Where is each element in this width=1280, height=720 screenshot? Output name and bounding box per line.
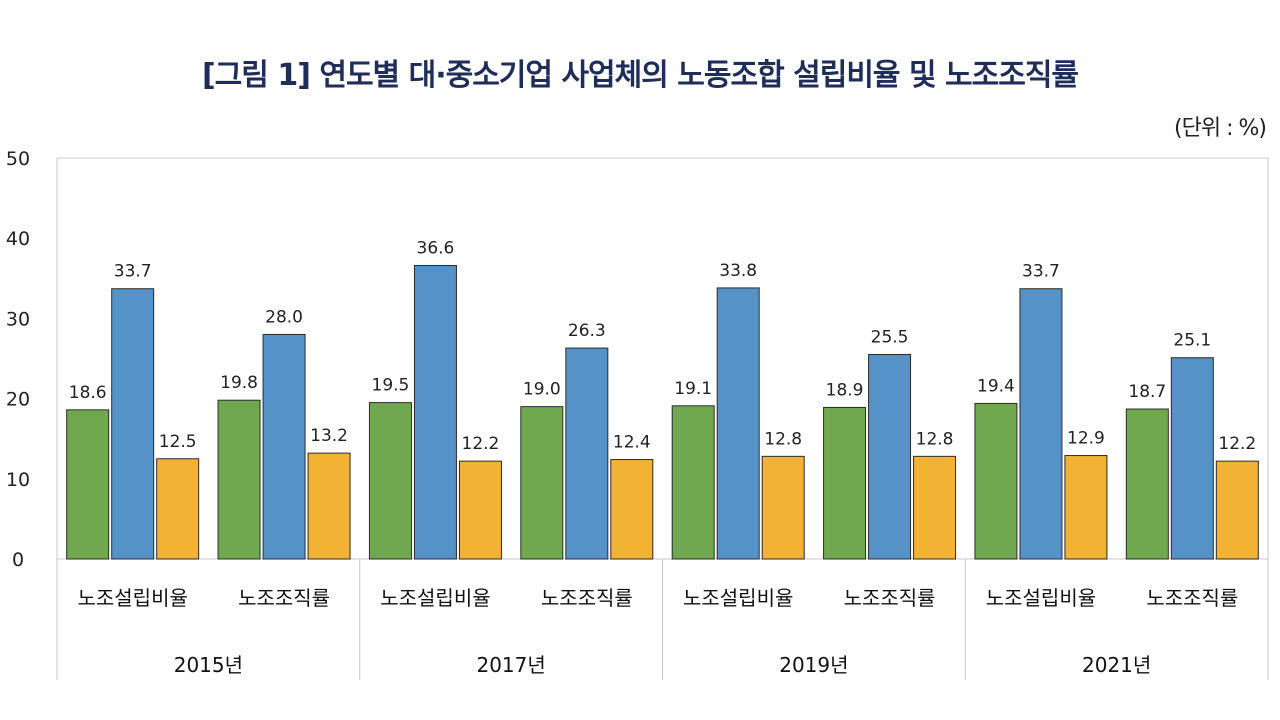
category-label: 노조조직률 bbox=[238, 586, 330, 610]
data-label: 12.9 bbox=[1067, 429, 1105, 449]
bar bbox=[1064, 455, 1108, 560]
data-label: 25.5 bbox=[871, 327, 909, 347]
bar bbox=[716, 287, 760, 560]
y-tick-label: 50 bbox=[6, 148, 30, 170]
category-label: 노조설립비율 bbox=[380, 586, 490, 610]
data-label: 36.6 bbox=[417, 238, 455, 258]
category-label: 노조조직률 bbox=[541, 586, 633, 610]
category-label: 노조설립비율 bbox=[77, 586, 187, 610]
data-label: 12.2 bbox=[1218, 434, 1256, 454]
bar bbox=[671, 405, 715, 560]
bar bbox=[1125, 408, 1169, 560]
data-label: 19.0 bbox=[523, 380, 561, 400]
data-label: 19.1 bbox=[674, 379, 712, 399]
y-tick-label: 10 bbox=[6, 469, 30, 491]
year-label: 2017년 bbox=[476, 653, 545, 677]
data-label: 12.4 bbox=[613, 433, 651, 453]
data-label: 12.8 bbox=[764, 429, 802, 449]
bar bbox=[368, 402, 412, 560]
bar bbox=[761, 455, 805, 560]
bar bbox=[217, 399, 261, 560]
data-label: 19.5 bbox=[372, 376, 410, 396]
y-tick-label: 30 bbox=[6, 308, 30, 330]
y-tick-label: 20 bbox=[6, 389, 30, 411]
bar bbox=[913, 455, 957, 560]
category-label: 노조설립비율 bbox=[986, 586, 1096, 610]
data-label: 28.0 bbox=[265, 307, 303, 327]
y-tick-label: 40 bbox=[6, 228, 30, 250]
year-label: 2021년 bbox=[1082, 653, 1151, 677]
category-label: 노조조직률 bbox=[844, 586, 936, 610]
data-label: 25.1 bbox=[1173, 331, 1211, 351]
data-label: 19.4 bbox=[977, 376, 1015, 396]
bar bbox=[307, 452, 351, 560]
chart-title: [그림 1] 연도별 대·중소기업 사업체의 노동조합 설립비율 및 노조조직률 bbox=[201, 58, 1079, 93]
bar bbox=[111, 288, 155, 560]
data-label: 33.8 bbox=[719, 261, 757, 281]
bar bbox=[823, 406, 867, 560]
data-label: 26.3 bbox=[568, 321, 606, 341]
category-label: 노조조직률 bbox=[1146, 586, 1238, 610]
year-label: 2019년 bbox=[779, 653, 848, 677]
data-label: 12.2 bbox=[462, 434, 500, 454]
y-tick-label: 0 bbox=[12, 549, 24, 571]
unit-label: (단위 : %) bbox=[1174, 116, 1267, 141]
bar bbox=[1170, 357, 1214, 560]
year-label: 2015년 bbox=[174, 653, 243, 677]
bar bbox=[868, 353, 912, 560]
data-label: 12.5 bbox=[159, 432, 197, 452]
bar bbox=[1215, 460, 1259, 560]
data-label: 33.7 bbox=[114, 262, 152, 282]
data-label: 18.9 bbox=[826, 380, 864, 400]
bar bbox=[262, 333, 306, 560]
data-label: 33.7 bbox=[1022, 262, 1060, 282]
bar bbox=[520, 406, 564, 560]
bar bbox=[1019, 288, 1063, 560]
data-label: 18.7 bbox=[1128, 382, 1166, 402]
data-label: 19.8 bbox=[220, 373, 258, 393]
bar bbox=[413, 264, 457, 560]
data-label: 13.2 bbox=[310, 426, 348, 446]
bar bbox=[156, 458, 200, 560]
bar bbox=[974, 402, 1018, 560]
bar bbox=[66, 409, 110, 560]
data-label: 18.6 bbox=[69, 383, 107, 403]
bar bbox=[458, 460, 502, 560]
category-label: 노조설립비율 bbox=[683, 586, 793, 610]
bar bbox=[565, 347, 609, 560]
data-label: 12.8 bbox=[916, 429, 954, 449]
bar bbox=[610, 459, 654, 560]
